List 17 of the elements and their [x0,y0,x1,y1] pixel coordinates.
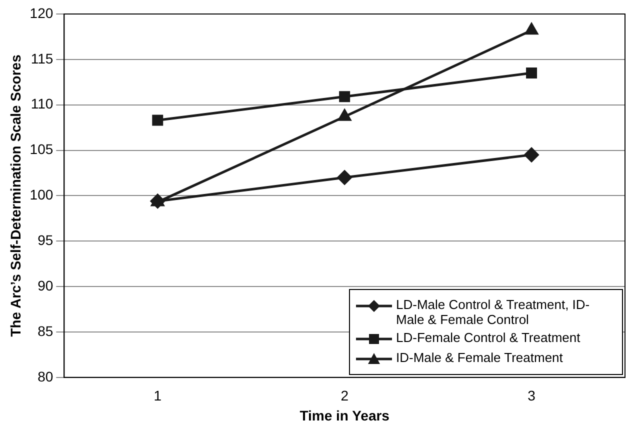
y-tick-label: 80 [38,368,54,384]
x-axis-title: Time in Years [300,407,390,424]
x-tick-label: 2 [340,388,349,404]
y-tick-label: 95 [38,232,54,248]
y-tick-label: 100 [30,186,54,203]
legend-label: LD-Male Control & Treatment, ID-Male & Female Control [396,297,591,328]
x-tick-label: 1 [154,388,162,404]
x-tick-label: 3 [528,388,536,404]
y-tick-label: 85 [38,322,54,339]
legend-label: LD-Female Control & Treatment [396,330,580,346]
y-tick-label: 115 [30,50,54,66]
y-tick-label: 90 [38,277,54,294]
y-tick-label: 105 [30,141,54,158]
legend-label: ID-Male & Female Treatment [396,350,563,366]
y-tick-label: 120 [30,4,54,21]
y-axis-title: The Arc’s Self-Determination Scale Scores [7,54,24,337]
y-tick-label: 110 [30,96,54,112]
